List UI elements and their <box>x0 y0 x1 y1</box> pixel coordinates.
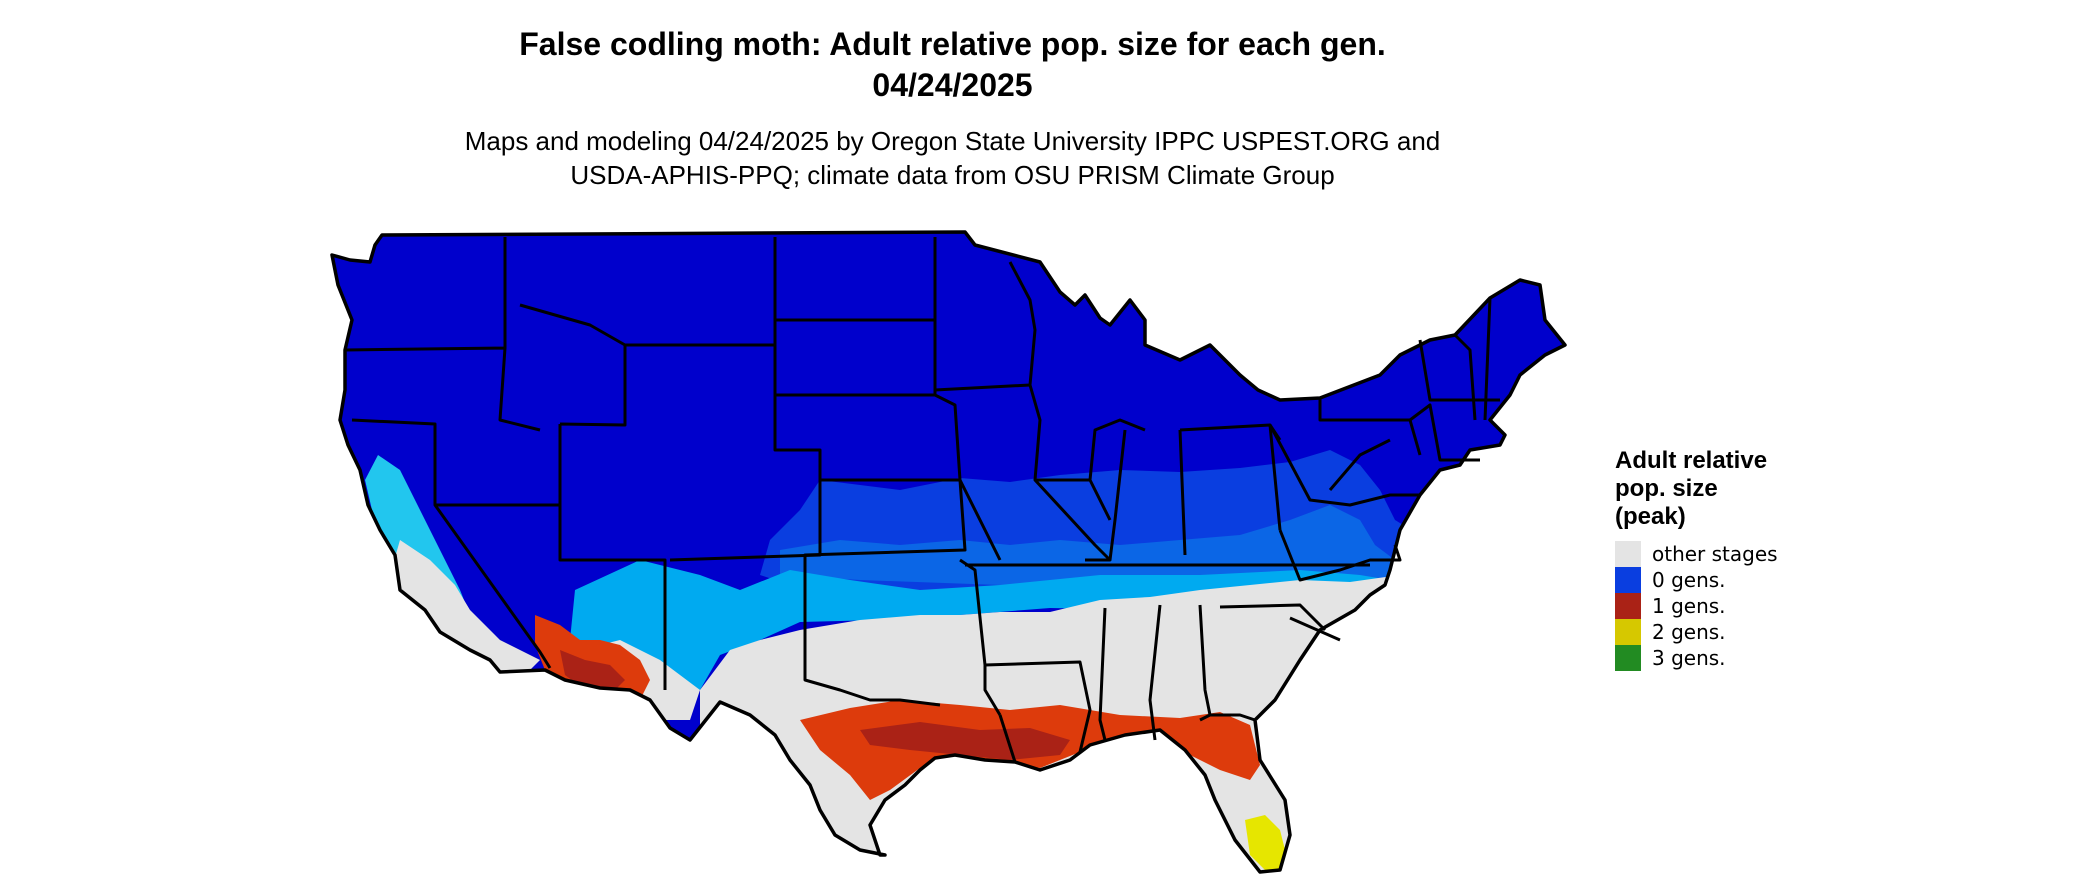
legend-title: Adult relative pop. size (peak) <box>1615 447 1778 531</box>
legend-item-3-gens: 3 gens. <box>1615 645 1778 671</box>
legend-title-line-2: pop. size <box>1615 475 1718 502</box>
legend-item-0-gens: 0 gens. <box>1615 567 1778 593</box>
legend-swatch-3-gens <box>1615 645 1641 671</box>
east-borders <box>1268 297 1500 582</box>
other-stages-west-zone <box>390 540 540 680</box>
west-borders <box>344 237 822 690</box>
legend-item-2-gens: 2 gens. <box>1615 619 1778 645</box>
title-line-2: 04/24/2025 <box>872 67 1033 103</box>
us-map <box>330 230 1567 874</box>
gen1-zone-gulf-dark <box>860 722 1070 760</box>
legend-item-1-gens: 1 gens. <box>1615 593 1778 619</box>
gen0-light-zone <box>780 505 1395 590</box>
gen2-zone-florida <box>1245 815 1290 872</box>
legend-label-1-gens: 1 gens. <box>1652 594 1726 618</box>
legend: Adult relative pop. size (peak) other st… <box>1615 447 1778 671</box>
legend-label-2-gens: 2 gens. <box>1652 620 1726 644</box>
legend-label-3-gens: 3 gens. <box>1652 646 1726 670</box>
legend-items: other stages 0 gens. 1 gens. 2 gens. 3 g… <box>1615 541 1778 671</box>
map-subtitle: Maps and modeling 04/24/2025 by Oregon S… <box>0 124 1905 192</box>
state-borders <box>330 230 1567 874</box>
legend-title-line-3: (peak) <box>1615 503 1686 530</box>
subtitle-line-1: Maps and modeling 04/24/2025 by Oregon S… <box>464 126 1441 156</box>
subtitle-line-2: USDA-APHIS-PPQ; climate data from OSU PR… <box>570 160 1335 190</box>
map-title: False codling moth: Adult relative pop. … <box>0 24 1905 106</box>
legend-swatch-0-gens <box>1615 567 1641 593</box>
south-borders <box>965 563 1370 763</box>
legend-item-other-stages: other stages <box>1615 541 1778 567</box>
legend-swatch-other-stages <box>1615 541 1641 567</box>
legend-title-line-1: Adult relative <box>1615 447 1768 474</box>
title-line-1: False codling moth: Adult relative pop. … <box>519 26 1386 62</box>
us-outline <box>330 230 1567 874</box>
legend-swatch-2-gens <box>1615 619 1641 645</box>
legend-label-0-gens: 0 gens. <box>1652 568 1726 592</box>
gen1-zone-arizona-dark <box>560 650 625 695</box>
legend-label-other-stages: other stages <box>1652 542 1778 566</box>
legend-swatch-1-gens <box>1615 593 1641 619</box>
